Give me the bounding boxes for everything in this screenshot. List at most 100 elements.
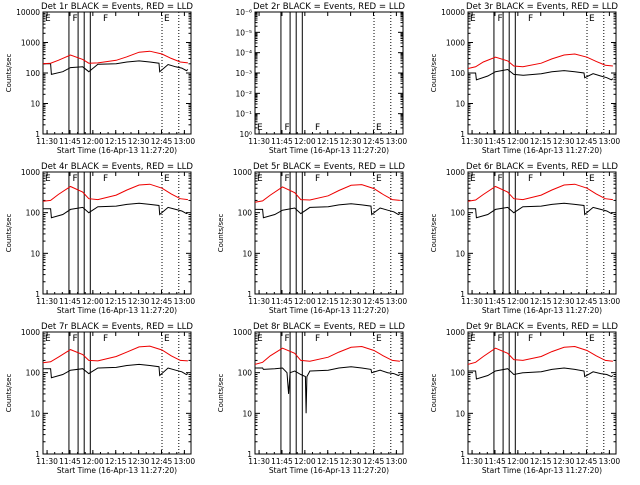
- x-tick-label: 12:15: [530, 297, 552, 306]
- events-series-line: [255, 366, 401, 414]
- y-tick-label: 10: [455, 249, 465, 258]
- y-tick-label: 10: [242, 409, 252, 418]
- x-tick-label: 12:00: [507, 297, 529, 306]
- x-tick-label: 11:30: [36, 297, 58, 306]
- lld-series-line: [42, 50, 188, 65]
- x-tick-label: 12:45: [576, 457, 598, 466]
- x-axis-label: Start Time (16-Apr-13 11:27:20): [269, 306, 389, 315]
- segment-marker-label: E: [470, 334, 476, 344]
- x-tick-label: 11:45: [271, 297, 293, 306]
- x-tick-label: 11:45: [59, 457, 81, 466]
- y-tick-label: 10000: [16, 8, 40, 17]
- x-tick-label: 12:45: [576, 297, 598, 306]
- segment-marker-label: F: [497, 174, 502, 184]
- panel-title: Det 1r BLACK = Events, RED = LLD: [41, 2, 193, 12]
- panel-det-3: Det 3r BLACK = Events, RED = LLD 11:30 11:…: [430, 2, 620, 155]
- x-axis-label: Start Time (16-Apr-13 11:27:20): [57, 466, 177, 475]
- x-tick-label: 12:45: [363, 297, 385, 306]
- x-tick-label: 12:30: [128, 137, 150, 146]
- segment-marker-label: E: [257, 334, 263, 344]
- x-tick-label: 12:30: [340, 297, 362, 306]
- y-tick-label: 100: [238, 209, 253, 218]
- panel-det-9: Det 9r BLACK = Events, RED = LLD 11:30 11:…: [430, 322, 620, 475]
- x-tick-label: 13:00: [599, 457, 621, 466]
- x-tick-label: 12:30: [340, 457, 362, 466]
- x-axis-label: Start Time (16-Apr-13 11:27:20): [57, 146, 177, 155]
- x-tick-label: 11:30: [248, 137, 270, 146]
- x-tick-label: 11:30: [36, 137, 58, 146]
- x-tick-label: 12:45: [576, 137, 598, 146]
- events-series-line: [468, 202, 614, 219]
- plot-frame: [467, 331, 617, 455]
- x-tick-label: 12:45: [151, 137, 173, 146]
- x-tick-label: 11:45: [484, 457, 506, 466]
- segment-marker-label: F: [315, 123, 320, 133]
- y-tick-label: 1000: [446, 168, 465, 177]
- y-tick-label: 100: [26, 369, 41, 378]
- x-tick-label: 11:45: [484, 297, 506, 306]
- y-tick-label: 1000: [21, 328, 40, 337]
- y-tick-label: 10: [242, 249, 252, 258]
- y-tick-label: 100: [451, 209, 466, 218]
- segment-marker-label: E: [257, 123, 263, 133]
- segment-marker-label: F: [528, 334, 533, 344]
- segment-marker-label: F: [103, 14, 108, 24]
- segment-marker-label: E: [376, 334, 382, 344]
- y-tick-label: 100: [26, 209, 41, 218]
- y-tick-label: 1000: [446, 328, 465, 337]
- segment-marker-label: E: [376, 123, 382, 133]
- x-tick-label: 13:00: [599, 297, 621, 306]
- segment-marker-label: F: [528, 14, 533, 24]
- y-tick-label: 100: [451, 369, 466, 378]
- x-tick-label: 12:30: [553, 297, 575, 306]
- segment-marker-label: F: [103, 334, 108, 344]
- events-series-line: [255, 203, 401, 219]
- plot-frame: [42, 171, 192, 295]
- y-tick-label: 10000: [441, 8, 465, 17]
- plot-frame: [254, 331, 404, 455]
- x-tick-label: 12:45: [363, 137, 385, 146]
- panel-det-1: Det 1r BLACK = Events, RED = LLD 11:30 11:…: [5, 2, 195, 155]
- x-tick-label: 11:45: [59, 137, 81, 146]
- y-tick-label: 1: [35, 450, 40, 459]
- panel-det-2: Det 2r BLACK = Events, RED = LLD 11:30 11:…: [235, 2, 407, 155]
- events-series-line: [468, 68, 614, 81]
- x-axis-label: Start Time (16-Apr-13 11:27:20): [482, 466, 602, 475]
- lld-series-line: [467, 183, 613, 202]
- y-tick-label: 10: [455, 100, 465, 109]
- panel-title: Det 4r BLACK = Events, RED = LLD: [41, 162, 193, 172]
- segment-marker-label: E: [257, 174, 263, 184]
- y-tick-label: 1: [460, 450, 465, 459]
- events-series-line: [43, 363, 189, 379]
- segment-marker-label: F: [497, 14, 502, 24]
- x-axis-label: Start Time (16-Apr-13 11:27:20): [269, 146, 389, 155]
- segment-marker-label: E: [470, 14, 476, 24]
- y-tick-label: 10⁻²: [235, 89, 252, 98]
- y-tick-label: 1: [247, 290, 252, 299]
- y-tick-label: 1000: [233, 168, 252, 177]
- segment-marker-label: E: [589, 174, 595, 184]
- panel-title: Det 7r BLACK = Events, RED = LLD: [41, 322, 193, 332]
- x-tick-label: 12:30: [128, 457, 150, 466]
- panel-title: Det 8r BLACK = Events, RED = LLD: [253, 322, 405, 332]
- y-axis-label: Counts/sec: [217, 374, 225, 413]
- panel-det-7: Det 7r BLACK = Events, RED = LLD 11:30 11:…: [5, 322, 195, 475]
- y-tick-label: 1000: [233, 328, 252, 337]
- segment-marker-label: E: [589, 14, 595, 24]
- x-tick-label: 12:00: [507, 137, 529, 146]
- segment-marker-label: E: [45, 14, 51, 24]
- events-series-line: [468, 367, 614, 380]
- x-tick-label: 12:00: [82, 297, 104, 306]
- x-tick-label: 12:30: [553, 137, 575, 146]
- segment-marker-label: E: [470, 174, 476, 184]
- x-tick-label: 12:00: [82, 457, 104, 466]
- y-tick-label: 10⁻³: [235, 69, 252, 78]
- events-series-line: [43, 60, 189, 76]
- segment-marker-label: E: [376, 174, 382, 184]
- segment-marker-label: F: [284, 123, 289, 133]
- y-tick-label: 1000: [21, 39, 40, 48]
- segment-marker-label: E: [164, 174, 170, 184]
- lld-series-line: [42, 183, 188, 202]
- x-tick-label: 12:45: [151, 457, 173, 466]
